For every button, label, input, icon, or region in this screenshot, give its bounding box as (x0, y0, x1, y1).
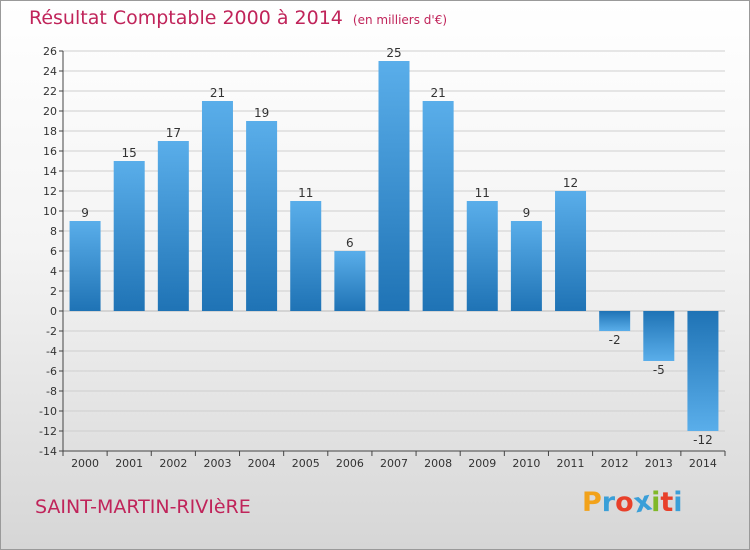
data-label-2000: 9 (81, 206, 89, 220)
y-tick-label: 20 (43, 105, 57, 118)
data-label-2003: 21 (210, 86, 225, 100)
bar-2005 (290, 201, 322, 311)
bar-2001 (113, 161, 145, 311)
y-tick-label: 6 (50, 245, 57, 258)
x-tick-label-2013: 2013 (645, 457, 673, 470)
bar-2010 (510, 221, 542, 311)
x-tick-label-2003: 2003 (203, 457, 231, 470)
logo-letter: P (582, 487, 602, 518)
x-tick-label-2001: 2001 (115, 457, 143, 470)
y-tick-label: 26 (43, 45, 57, 58)
bar-2014 (687, 311, 719, 431)
data-label-2002: 17 (166, 126, 181, 140)
bars (69, 61, 719, 431)
data-label-2006: 6 (346, 236, 354, 250)
data-label-2005: 11 (298, 186, 313, 200)
data-label-2014: -12 (693, 433, 713, 447)
y-tick-label: 10 (43, 205, 57, 218)
y-tick-label: 0 (50, 305, 57, 318)
bar-2004 (246, 121, 278, 311)
title-text: Résultat Comptable 2000 à 2014 (29, 7, 343, 29)
y-tick-label: 22 (43, 85, 57, 98)
logo-letter: t (660, 487, 674, 518)
unit-note: (en milliers d'€) (352, 13, 448, 27)
y-tick-label: -8 (46, 385, 57, 398)
x-tick-label-2011: 2011 (557, 457, 585, 470)
x-tick-label-2008: 2008 (424, 457, 452, 470)
logo-letter: i (651, 487, 661, 518)
x-tick-label-2009: 2009 (468, 457, 496, 470)
logo-letter: i (673, 487, 683, 518)
bar-2008 (422, 101, 454, 311)
data-label-2010: 9 (523, 206, 531, 220)
logo-letter: r (601, 487, 616, 518)
y-tick-label: 2 (50, 285, 57, 298)
bar-2007 (378, 61, 410, 311)
y-tick-label: 18 (43, 125, 57, 138)
y-tick-label: -2 (46, 325, 57, 338)
x-tick-label-2007: 2007 (380, 457, 408, 470)
x-tick-label-2004: 2004 (248, 457, 276, 470)
data-label-2012: -2 (609, 333, 621, 347)
x-tick-label-2000: 2000 (71, 457, 99, 470)
bar-2011 (555, 191, 587, 311)
y-tick-label: 16 (43, 145, 57, 158)
x-tick-label-2010: 2010 (512, 457, 540, 470)
bar-2006 (334, 251, 366, 311)
bar-2002 (157, 141, 189, 311)
bar-2013 (643, 311, 675, 361)
x-tick-label-2006: 2006 (336, 457, 364, 470)
commune-name: SAINT-MARTIN-RIVIèRE (35, 496, 251, 518)
data-label-2009: 11 (475, 186, 490, 200)
data-label-2004: 19 (254, 106, 269, 120)
y-tick-label: -10 (39, 405, 57, 418)
bar-2000 (69, 221, 101, 311)
data-label-2007: 25 (386, 46, 401, 60)
x-tick-label-2014: 2014 (689, 457, 717, 470)
x-tick-label-2012: 2012 (601, 457, 629, 470)
y-tick-label: -4 (46, 345, 57, 358)
bar-2012 (599, 311, 631, 331)
y-tick-label: 14 (43, 165, 57, 178)
y-tick-label: 24 (43, 65, 57, 78)
proxiti-logo: Proxiti (582, 486, 683, 520)
logo-letter: o (615, 487, 634, 518)
y-tick-label: -6 (46, 365, 57, 378)
chart-title: Résultat Comptable 2000 à 2014 (en millie… (29, 7, 447, 29)
bar-2003 (201, 101, 233, 311)
data-label-2001: 15 (122, 146, 137, 160)
x-tick-label-2002: 2002 (159, 457, 187, 470)
y-tick-label: -14 (39, 445, 57, 458)
data-label-2011: 12 (563, 176, 578, 190)
data-labels: 9 15 17 21 19 11 6 25 21 11 9 12 -2 -5 -12 (81, 46, 712, 447)
y-tick-label: 12 (43, 185, 57, 198)
y-tick-label: -12 (39, 425, 57, 438)
y-tick-label: 4 (50, 265, 57, 278)
y-tick-label: 8 (50, 225, 57, 238)
data-label-2013: -5 (653, 363, 665, 377)
x-tick-label-2005: 2005 (292, 457, 320, 470)
bar-2009 (466, 201, 498, 311)
axes: -14-12-10-8-6-4-202468101214161820222426… (39, 45, 726, 470)
data-label-2008: 21 (430, 86, 445, 100)
